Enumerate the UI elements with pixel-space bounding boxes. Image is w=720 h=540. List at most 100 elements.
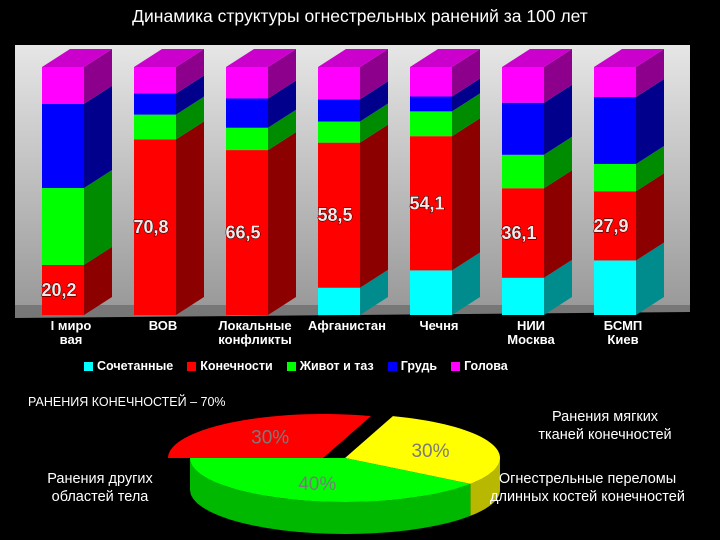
bar-top	[410, 49, 480, 67]
bar-segment	[410, 111, 452, 137]
bar-segment	[42, 103, 84, 189]
legend-item: Грудь	[387, 359, 437, 373]
bar-side	[360, 124, 388, 288]
bar-side	[544, 49, 572, 103]
bar-segment	[502, 102, 544, 155]
legend-item: Сочетанные	[84, 359, 173, 373]
x-tick-label: ВОВ	[148, 318, 178, 333]
pie-category-label: Огнестрельные переломы длинных костей ко…	[490, 471, 685, 505]
bar-side	[636, 49, 664, 98]
bar-segment	[134, 67, 176, 94]
pie-slice	[168, 414, 371, 458]
bar-side	[452, 252, 480, 315]
bar-segment	[410, 270, 452, 315]
pie-title: РАНЕНИЯ КОНЕЧНОСТЕЙ – 70%	[28, 395, 226, 409]
value-label: 36,1	[501, 223, 536, 243]
bar-segment	[226, 67, 268, 99]
bar-side	[360, 103, 388, 143]
bar-segment	[410, 136, 452, 271]
x-tick-label: Афганистан	[308, 318, 386, 333]
pie-side	[190, 458, 471, 534]
bar-side	[268, 80, 296, 128]
bar-top	[318, 49, 388, 67]
bar-segment	[318, 99, 360, 122]
bar-segment	[594, 97, 636, 164]
bar-top	[226, 49, 296, 67]
pie-value-label: 30%	[251, 428, 289, 449]
bar-segment	[226, 98, 268, 128]
legend-item: Живот и таз	[286, 359, 374, 373]
bar-side	[636, 173, 664, 261]
bar-side	[176, 96, 204, 140]
legend-swatch	[286, 361, 296, 371]
legend-swatch	[387, 361, 397, 371]
legend-label: Живот и таз	[299, 359, 374, 373]
legend-label: Конечности	[200, 359, 273, 373]
bar-top	[594, 49, 664, 67]
bar-segment	[134, 114, 176, 140]
pie-category-label: Ранения мягких тканей конечностей	[538, 409, 672, 443]
value-label: 70,8	[133, 217, 168, 237]
bar-side	[268, 49, 296, 99]
bar-segment	[594, 163, 636, 192]
bar-side	[360, 269, 388, 315]
slide-title: Динамика структуры огнестрельных ранений…	[132, 6, 588, 26]
value-label: 66,5	[225, 223, 260, 243]
bar-side	[636, 79, 664, 164]
legend-item: Конечности	[187, 359, 273, 373]
legend-swatch	[84, 361, 93, 371]
bar-top	[502, 49, 572, 67]
bar-side	[544, 170, 572, 278]
bar-side	[84, 49, 112, 104]
bar-side	[84, 170, 112, 265]
bar-top	[134, 49, 204, 67]
pie-value-label: 40%	[298, 474, 336, 495]
bar-segment	[502, 154, 544, 189]
x-tick-label: I миро вая	[50, 318, 92, 347]
bar-side	[452, 118, 480, 271]
bar-side	[268, 132, 296, 315]
bar-side	[84, 85, 112, 189]
bar-segment	[594, 260, 636, 315]
bar-side	[636, 242, 664, 315]
bar-segment	[42, 264, 84, 315]
bar-segment	[134, 93, 176, 115]
x-tick-label: НИИ Москва	[507, 318, 555, 347]
bar-segment	[318, 121, 360, 143]
pie-slice	[345, 416, 500, 484]
x-tick-label: Чечня	[419, 318, 459, 333]
pie-slice	[190, 458, 471, 502]
bar-side	[360, 49, 388, 100]
bar-segment	[594, 191, 636, 261]
bar-segment	[318, 142, 360, 288]
bar-segment	[226, 150, 268, 315]
bar-side	[84, 246, 112, 315]
x-tick-label: БСМП Киев	[603, 318, 643, 347]
pie-value-label: 30%	[411, 441, 449, 462]
pie-side	[470, 458, 500, 516]
bar-segment	[502, 277, 544, 315]
legend-swatch	[451, 361, 461, 371]
bar-top	[42, 49, 112, 67]
value-label: 20,2	[41, 280, 76, 300]
legend-label: Голова	[464, 359, 508, 373]
bar-side	[544, 84, 572, 155]
x-tick-label: Локальные конфликты	[218, 318, 292, 347]
bar-side	[636, 145, 664, 192]
bar-side	[452, 78, 480, 112]
legend-item: Голова	[451, 359, 508, 373]
bar-segment	[42, 67, 84, 104]
legend: Сочетанные Конечности Живот и таз Грудь Голо…	[84, 359, 508, 373]
bar-side	[176, 121, 204, 315]
bar-segment	[502, 67, 544, 103]
legend-swatch	[187, 361, 197, 371]
bar-side	[544, 259, 572, 315]
bar-segment	[42, 188, 84, 265]
bar-side	[176, 49, 204, 94]
bar-segment	[410, 96, 452, 112]
value-label: 58,5	[317, 205, 352, 225]
bar-segment	[318, 67, 360, 100]
bar-segment	[410, 67, 452, 97]
